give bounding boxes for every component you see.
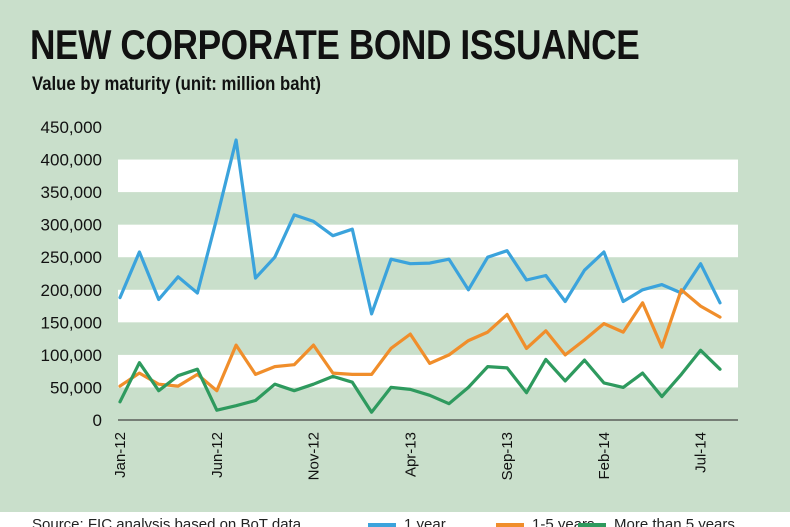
y-tick-label: 150,000 [41,313,102,332]
legend-label-1-year: 1 year [404,516,446,527]
legend-item-more-than-5-years: More than 5 years [578,516,735,527]
y-tick-label: 450,000 [41,118,102,137]
y-tick-label: 300,000 [41,216,102,235]
chart-title: NEW CORPORATE BOND ISSUANCE [30,21,640,68]
legend-swatch-1-year [368,523,396,527]
grid-band [118,159,738,193]
legend-item-1-5-years: 1-5 years [496,516,595,527]
series-line-1-5-years [118,288,722,393]
x-tick-label: Jun-12 [209,432,226,478]
series-line-1-year [118,138,722,316]
y-tick-label: 50,000 [50,378,102,397]
chart-subtitle: Value by maturity (unit: million baht) [32,74,321,95]
y-tick-label: 250,000 [41,248,102,267]
x-tick-label: Sep-13 [499,432,516,480]
x-tick-label: Jul-14 [693,432,710,473]
x-tick-label: Apr-13 [402,432,419,477]
x-tick-label: Jan-12 [112,432,129,478]
y-tick-label: 200,000 [41,281,102,300]
source-note: Source: FIC analysis based on BoT data [32,516,302,527]
x-axis-ticks: Jan-12 Jun-12 Nov-12 Apr-13 Sep-13 Feb-14 Jul-… [112,432,790,480]
x-tick-label: Nov-12 [306,432,323,480]
y-axis-ticks: 0 50,000 100,000 150,000 200,000 250,000 300,0… [41,118,102,430]
legend-item-1-year: 1 year [368,516,446,527]
series-layer [118,138,722,414]
x-tick-label: Feb-14 [596,432,613,480]
series-line-more-than-5-years [118,348,722,414]
y-tick-label: 400,000 [41,151,102,170]
y-tick-label: 0 [93,411,102,430]
grid-band [118,224,738,258]
legend-swatch-1-5-years [496,523,524,527]
y-tick-label: 350,000 [41,183,102,202]
y-tick-label: 100,000 [41,346,102,365]
legend-swatch-more-than-5-years [578,523,606,527]
legend-label-1-5-years: 1-5 years [532,516,595,527]
footer: Source: FIC analysis based on BoT data 1… [0,512,790,527]
legend-label-more-than-5-years: More than 5 years [614,516,735,527]
